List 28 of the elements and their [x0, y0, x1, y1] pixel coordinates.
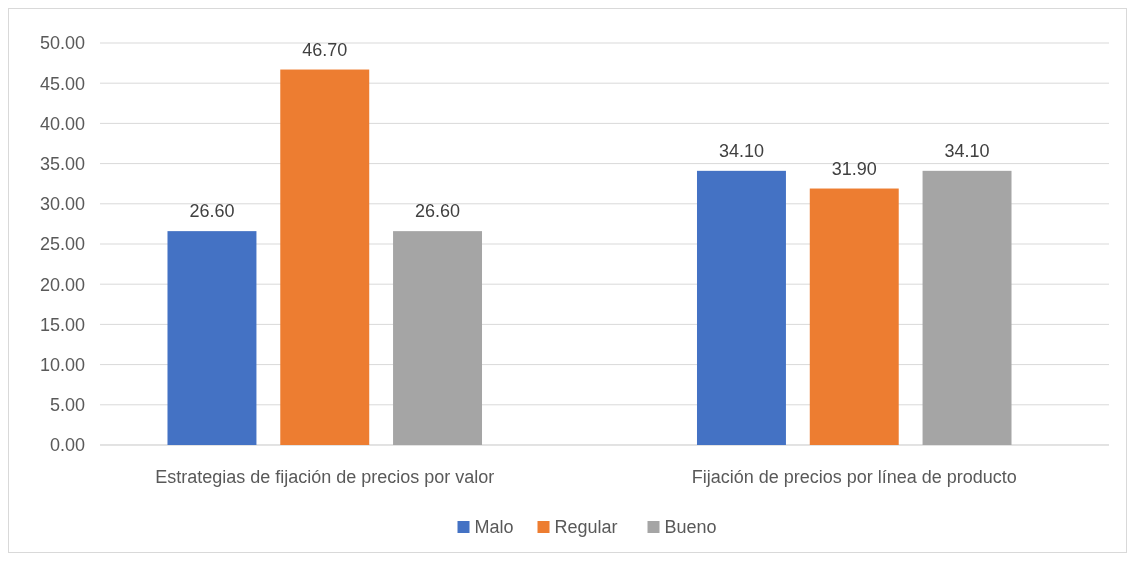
y-tick-label: 40.00 [39, 113, 85, 134]
bar [809, 188, 899, 445]
bar [696, 170, 786, 445]
data-label: 31.90 [831, 158, 877, 179]
y-tick-label: 50.00 [39, 33, 85, 54]
data-label: 46.70 [302, 39, 348, 60]
x-tick-label: Fijación de precios por línea de producto [691, 467, 1017, 487]
data-label: 34.10 [944, 140, 990, 161]
y-tick-label: 5.00 [49, 395, 85, 416]
y-tick-label: 35.00 [39, 153, 85, 174]
bar [280, 69, 370, 445]
data-label: 26.60 [415, 201, 461, 222]
bar [922, 170, 1012, 445]
y-tick-label: 30.00 [39, 194, 85, 215]
y-tick-label: 15.00 [39, 314, 85, 335]
legend-label: Bueno [664, 517, 717, 538]
bar [393, 231, 483, 445]
y-tick-label: 25.00 [39, 234, 85, 255]
x-tick-label: Estrategias de fijación de precios por valor [155, 467, 495, 487]
legend-label: Malo [474, 517, 514, 538]
y-tick-label: 20.00 [39, 274, 85, 295]
bar [167, 231, 257, 445]
data-label: 26.60 [189, 201, 235, 222]
data-label: 34.10 [718, 140, 764, 161]
y-tick-label: 45.00 [39, 73, 85, 94]
y-tick-label: 10.00 [39, 354, 85, 375]
legend-label: Regular [554, 517, 618, 538]
y-tick-label: 0.00 [49, 435, 85, 456]
